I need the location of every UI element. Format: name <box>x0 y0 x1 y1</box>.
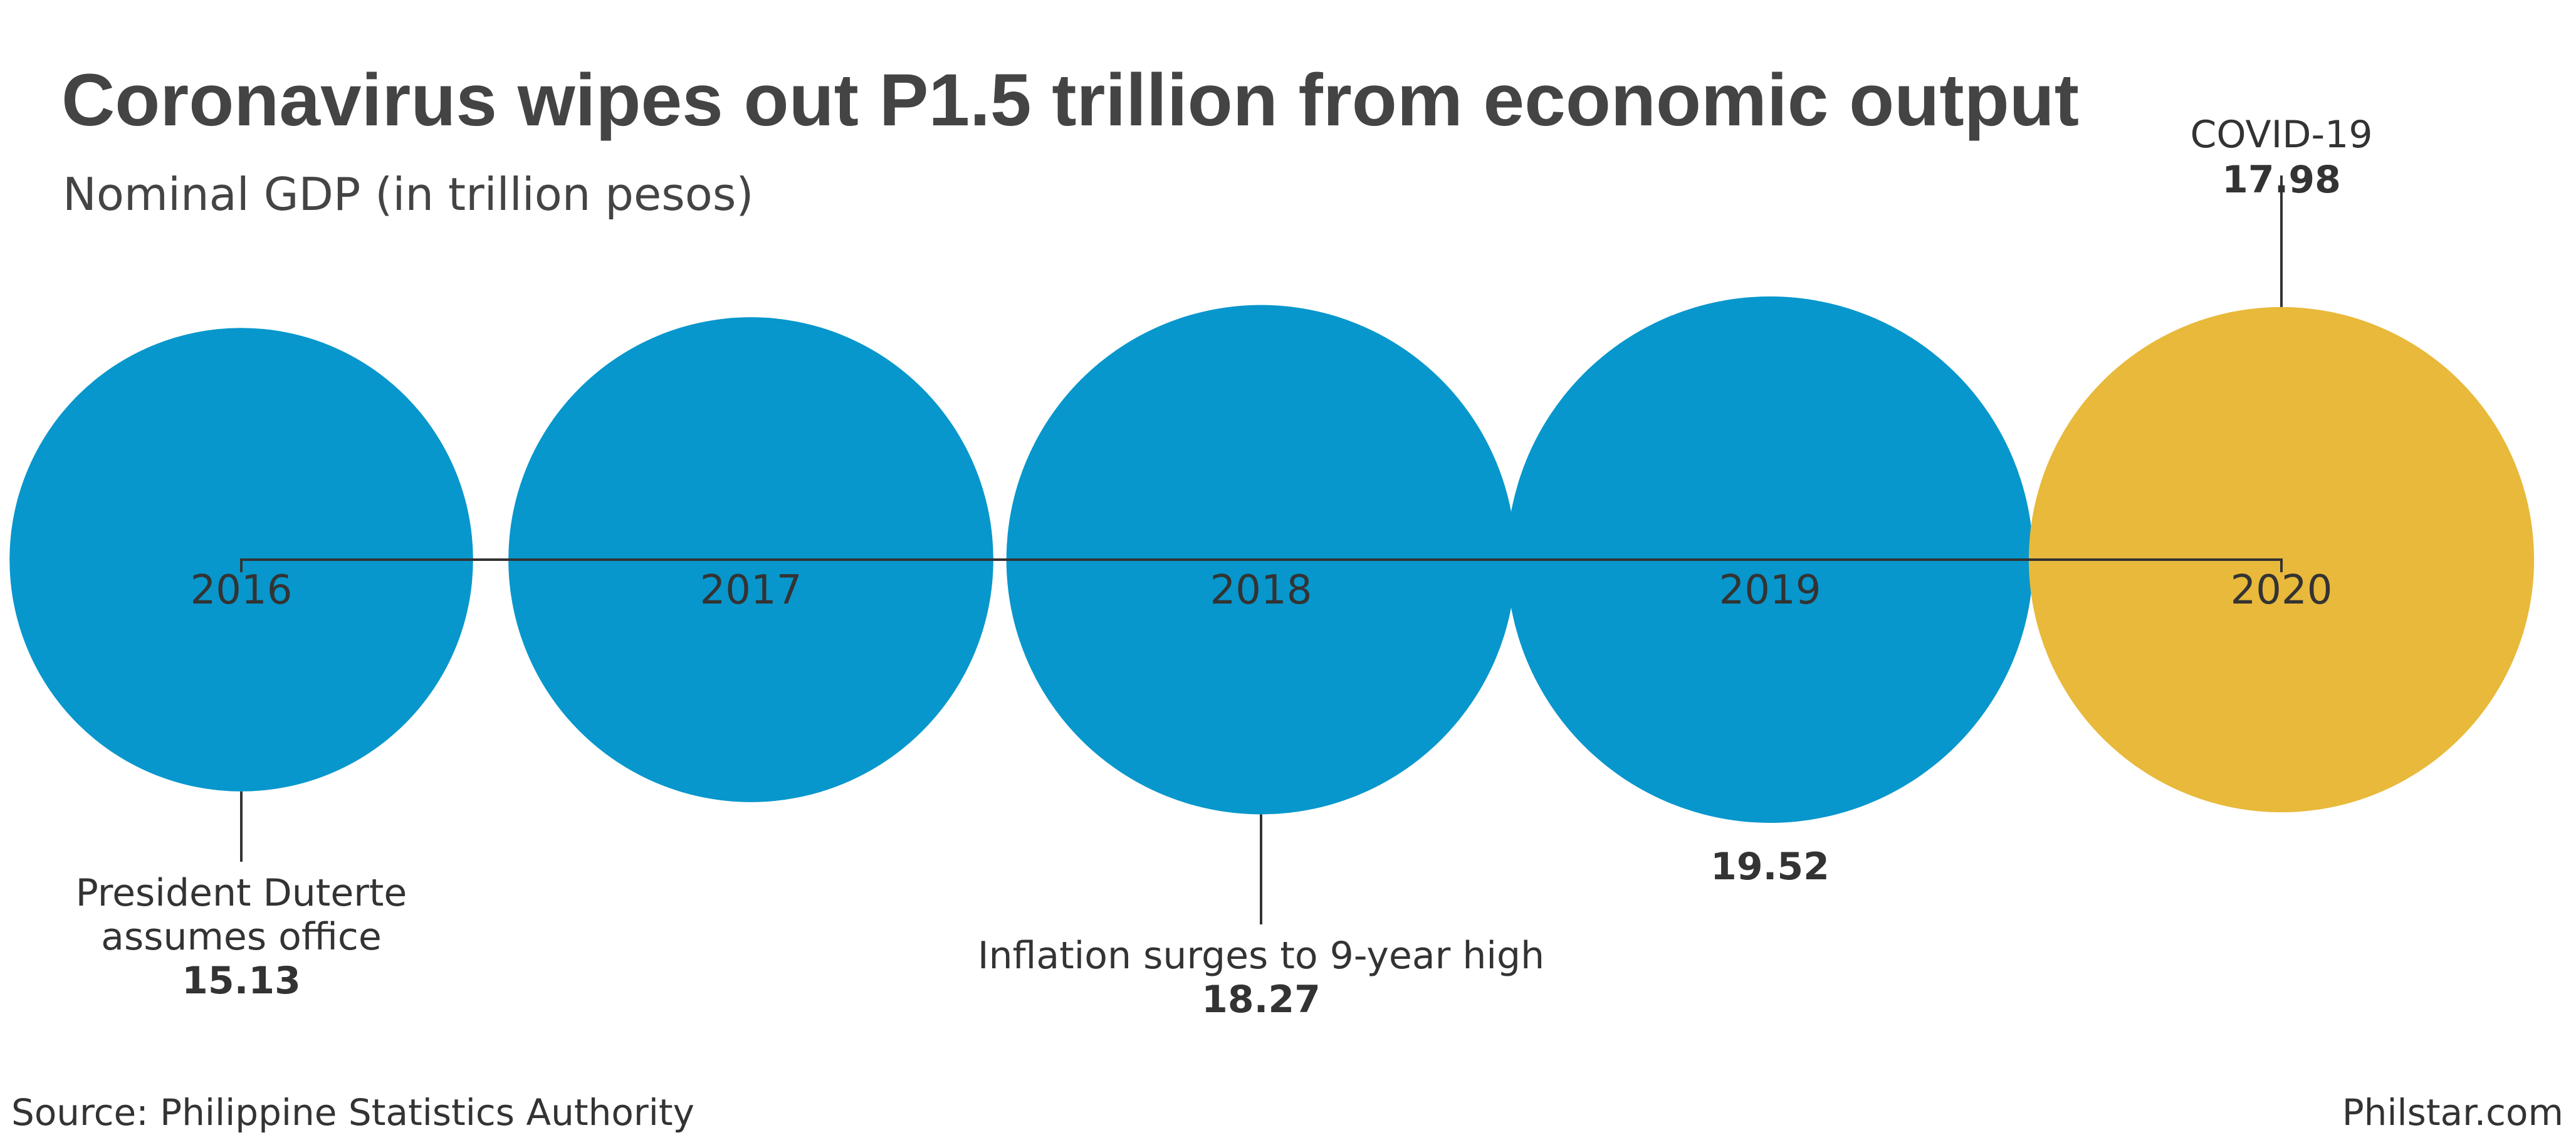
year-label-2019: 2019 <box>1719 567 1821 614</box>
source-note: Source: Philippine Statistics Authority <box>11 1091 694 1134</box>
annotation-2020: COVID-19 <box>2190 113 2372 157</box>
chart-subtitle: Nominal GDP (in trillion pesos) <box>63 168 753 221</box>
value-label-2019: 19.52 <box>1710 845 1830 889</box>
label-layer: 2016 2017 2018 2019 2020 President Duterteass… <box>76 113 2373 1022</box>
value-label-2018: 18.27 <box>1202 978 1321 1022</box>
year-label-2020: 2020 <box>2231 567 2333 614</box>
year-label-2017: 2017 <box>700 567 802 614</box>
value-label-2016: 15.13 <box>182 959 301 1003</box>
annotation-2016-line-2: assumes office <box>101 915 382 959</box>
value-label-2020: 17.98 <box>2222 158 2341 202</box>
chart-title: Coronavirus wipes out P1.5 trillion from… <box>61 59 2079 142</box>
timeline-axis <box>240 558 2283 572</box>
annotation-2016-line-1: President Duterte <box>76 871 407 915</box>
year-label-2018: 2018 <box>1210 567 1312 614</box>
year-label-2016: 2016 <box>191 567 293 614</box>
brand-label: Philstar.com <box>2342 1091 2563 1134</box>
annotation-2018: Inflation surges to 9-year high <box>978 934 1544 978</box>
